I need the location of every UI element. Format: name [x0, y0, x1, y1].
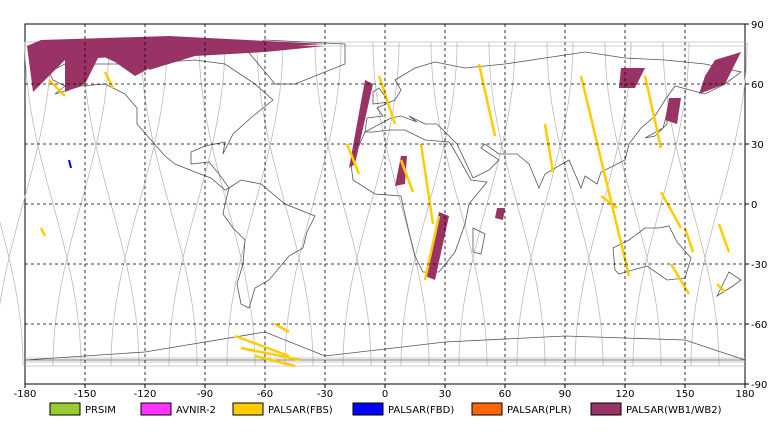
legend: PRSIM AVNIR-2 PALSAR(FBS) PALSAR(FBD) PALSAR… — [49, 402, 722, 416]
legend-swatch — [471, 402, 503, 416]
legend-swatch — [352, 402, 384, 416]
x-tick-label: 60 — [499, 389, 512, 400]
orbit-track — [198, 42, 256, 366]
wb-swath — [395, 156, 407, 186]
fbs-swath — [48, 79, 66, 97]
x-tick-label: 150 — [675, 389, 694, 400]
legend-label: PRSIM — [85, 405, 116, 416]
legend-item: PALSAR(WB1/WB2) — [590, 402, 722, 416]
legend-item: PALSAR(PLR) — [471, 402, 572, 416]
palsar-fbs-swaths — [39, 63, 731, 368]
y-tick-label: -90 — [751, 380, 767, 391]
lat-lon-grid — [25, 24, 745, 384]
orbit-track — [0, 220, 24, 366]
wb-swath — [495, 208, 505, 220]
y-tick-label: -60 — [751, 320, 767, 331]
fbs-swath — [399, 159, 415, 193]
legend-item: PRSIM — [49, 402, 116, 416]
fbs-swath — [579, 75, 631, 277]
x-tick-label: 0 — [382, 389, 388, 400]
orbit-track — [0, 42, 52, 307]
fbs-swath — [659, 191, 683, 229]
legend-item: PALSAR(FBS) — [232, 402, 333, 416]
x-tick-label: -150 — [74, 389, 97, 400]
coastline — [222, 179, 316, 309]
wb-swath — [665, 98, 681, 124]
wb-swath — [619, 68, 645, 88]
orbit-track — [372, 42, 430, 366]
y-tick-label: 0 — [751, 200, 757, 211]
x-tick-label: -120 — [134, 389, 157, 400]
latitude-tick-labels: 90 60 30 0 -30 -60 -90 — [745, 20, 767, 391]
wb-swath — [149, 44, 325, 70]
x-tick-label: -90 — [197, 389, 213, 400]
palsar-wb-swaths — [27, 36, 741, 280]
fbs-swath — [345, 143, 361, 175]
legend-label: PALSAR(PLR) — [507, 405, 572, 416]
legend-swatch — [49, 402, 81, 416]
fbs-swath — [543, 123, 555, 173]
fbs-swath — [477, 63, 497, 137]
fbs-swath — [683, 227, 695, 253]
y-tick-label: 30 — [751, 140, 764, 151]
fbs-swath — [254, 354, 296, 368]
legend-label: PALSAR(FBD) — [388, 405, 454, 416]
x-tick-label: 30 — [439, 389, 452, 400]
palsar-fbd-swaths — [68, 159, 72, 169]
orbit-track — [546, 42, 604, 366]
wb-swath — [699, 52, 741, 94]
x-tick-label: -180 — [14, 389, 37, 400]
fbs-swath — [419, 143, 435, 225]
legend-swatch — [232, 402, 264, 416]
x-tick-label: -30 — [317, 389, 333, 400]
x-tick-label: -60 — [257, 389, 273, 400]
x-tick-label: 180 — [735, 389, 754, 400]
fbs-swath — [39, 227, 47, 237]
wb-swath — [349, 80, 373, 168]
x-tick-label: 90 — [559, 389, 572, 400]
fbs-swath — [643, 75, 663, 149]
fbs-swath — [234, 334, 290, 358]
legend-label: AVNIR-2 — [176, 405, 216, 416]
fbs-swath — [423, 215, 441, 281]
orbit-track — [168, 42, 226, 366]
wb-swath — [425, 212, 449, 280]
fbd-swath — [68, 159, 72, 169]
x-tick-label: 120 — [615, 389, 634, 400]
orbit-track — [690, 42, 748, 366]
legend-item: PALSAR(FBD) — [352, 402, 454, 416]
fbs-swath — [240, 346, 302, 362]
fbs-swath — [377, 75, 397, 125]
fbs-swath — [717, 223, 731, 253]
legend-label: PALSAR(FBS) — [268, 405, 333, 416]
coastline — [612, 225, 692, 281]
fbs-swath — [716, 283, 726, 293]
y-tick-label: 60 — [751, 80, 764, 91]
y-tick-label: -30 — [751, 260, 767, 271]
y-tick-label: 90 — [751, 20, 764, 31]
legend-item: AVNIR-2 — [140, 402, 216, 416]
coastline — [372, 87, 390, 105]
legend-label: PALSAR(WB1/WB2) — [626, 405, 722, 416]
legend-swatch — [140, 402, 172, 416]
orbit-track — [24, 42, 82, 366]
legend-swatch — [590, 402, 622, 416]
coastline — [716, 271, 742, 298]
coastline — [472, 227, 486, 255]
fbs-swath — [600, 195, 618, 209]
orbit-track — [516, 42, 574, 366]
fbs-swath — [274, 322, 290, 334]
fbs-swath — [103, 71, 115, 89]
fbs-swath — [669, 263, 691, 295]
longitude-tick-labels: -180 -150 -120 -90 -60 -30 0 30 60 90 120 150 180 — [14, 384, 755, 400]
coastline — [350, 129, 488, 273]
orbit-track — [342, 42, 400, 366]
